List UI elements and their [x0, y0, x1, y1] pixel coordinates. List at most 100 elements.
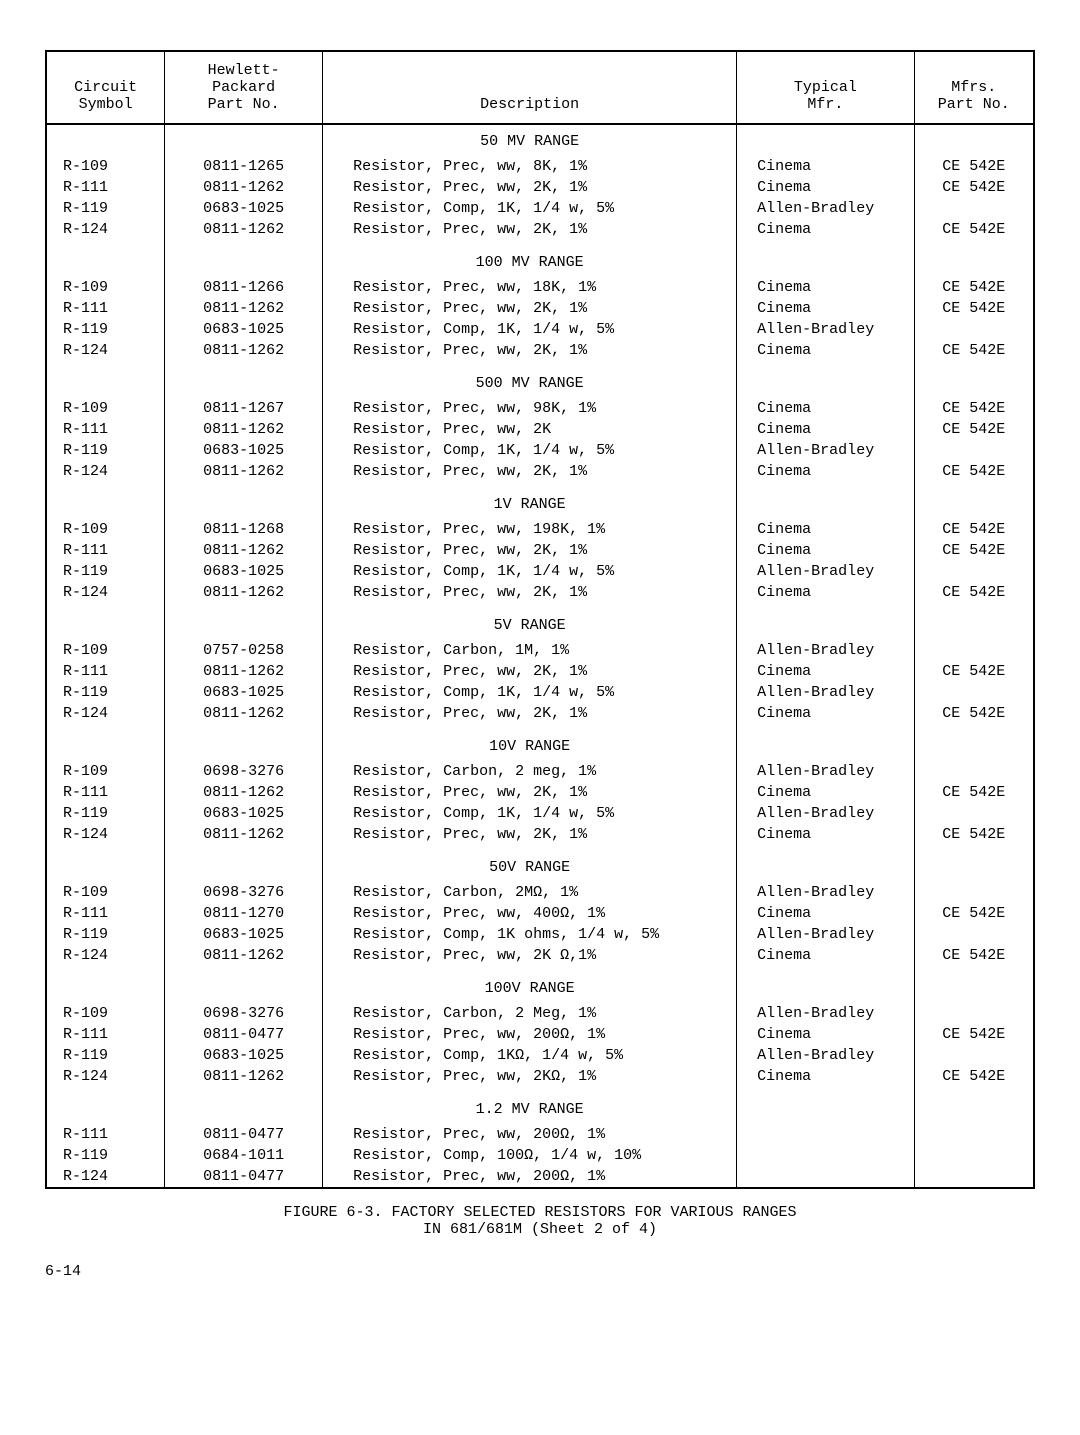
mfrpart-cell: CE 542E: [915, 298, 1033, 319]
part-cell: 0811-1262: [165, 419, 323, 440]
mfrpart-cell: [915, 882, 1033, 903]
table-row: R-1240811-1262Resistor, Prec, ww, 2K Ω,1…: [47, 945, 1033, 966]
header-text: Description: [331, 96, 728, 113]
circuit-cell: R-119: [47, 924, 165, 945]
circuit-cell: R-119: [47, 561, 165, 582]
desc-cell: Resistor, Prec, ww, 2K, 1%: [323, 824, 737, 845]
circuit-cell: R-109: [47, 882, 165, 903]
circuit-cell: R-124: [47, 1166, 165, 1187]
table-row: R-1110811-1262Resistor, Prec, ww, 2K, 1%…: [47, 177, 1033, 198]
circuit-cell: R-124: [47, 461, 165, 482]
table-row: R-1110811-1262Resistor, Prec, ww, 2K, 1%…: [47, 782, 1033, 803]
circuit-cell: R-111: [47, 1024, 165, 1045]
header-text: Part No.: [173, 96, 314, 113]
table-row: R-1090811-1266Resistor, Prec, ww, 18K, 1…: [47, 277, 1033, 298]
cell: [737, 488, 914, 519]
part-cell: 0811-1262: [165, 340, 323, 361]
section-heading-row: 100V RANGE: [47, 972, 1033, 1003]
part-cell: 0698-3276: [165, 882, 323, 903]
mfr-cell: Allen-Bradley: [737, 682, 914, 703]
mfr-cell: Cinema: [737, 1066, 914, 1087]
part-cell: 0683-1025: [165, 803, 323, 824]
mfrpart-cell: [915, 1124, 1033, 1145]
desc-cell: Resistor, Prec, ww, 2K, 1%: [323, 703, 737, 724]
mfrpart-cell: CE 542E: [915, 703, 1033, 724]
mfrpart-cell: [915, 640, 1033, 661]
cell: [47, 367, 165, 398]
part-cell: 0811-1270: [165, 903, 323, 924]
table-row: R-1090698-3276Resistor, Carbon, 2 Meg, 1…: [47, 1003, 1033, 1024]
desc-cell: Resistor, Prec, ww, 2K, 1%: [323, 661, 737, 682]
mfrpart-cell: CE 542E: [915, 540, 1033, 561]
desc-cell: Resistor, Prec, ww, 2K, 1%: [323, 461, 737, 482]
desc-cell: Resistor, Prec, ww, 200Ω, 1%: [323, 1166, 737, 1187]
circuit-cell: R-109: [47, 398, 165, 419]
circuit-cell: R-111: [47, 298, 165, 319]
mfr-cell: Cinema: [737, 419, 914, 440]
cell: [915, 125, 1033, 156]
circuit-cell: R-111: [47, 177, 165, 198]
table-row: R-1090811-1267Resistor, Prec, ww, 98K, 1…: [47, 398, 1033, 419]
circuit-cell: R-109: [47, 761, 165, 782]
table-row: R-1240811-0477Resistor, Prec, ww, 200Ω, …: [47, 1166, 1033, 1187]
mfrpart-cell: CE 542E: [915, 340, 1033, 361]
desc-cell: Resistor, Comp, 1K, 1/4 w, 5%: [323, 440, 737, 461]
header-circuit: Circuit Symbol: [47, 52, 165, 123]
part-cell: 0811-1262: [165, 703, 323, 724]
mfrpart-cell: CE 542E: [915, 277, 1033, 298]
part-cell: 0683-1025: [165, 1045, 323, 1066]
mfr-cell: Cinema: [737, 340, 914, 361]
mfrpart-cell: CE 542E: [915, 582, 1033, 603]
table-row: R-1090811-1265Resistor, Prec, ww, 8K, 1%…: [47, 156, 1033, 177]
circuit-cell: R-124: [47, 824, 165, 845]
mfrpart-cell: CE 542E: [915, 945, 1033, 966]
caption-line: FIGURE 6-3. FACTORY SELECTED RESISTORS F…: [45, 1204, 1035, 1221]
cell: [737, 972, 914, 1003]
mfrpart-cell: [915, 319, 1033, 340]
mfrpart-cell: CE 542E: [915, 903, 1033, 924]
cell: [915, 367, 1033, 398]
section-heading: 100 MV RANGE: [323, 246, 737, 277]
section-heading-row: 100 MV RANGE: [47, 246, 1033, 277]
table-row: R-1190683-1025Resistor, Comp, 1K, 1/4 w,…: [47, 682, 1033, 703]
desc-cell: Resistor, Comp, 1K, 1/4 w, 5%: [323, 319, 737, 340]
table-row: R-1190684-1011Resistor, Comp, 100Ω, 1/4 …: [47, 1145, 1033, 1166]
table-row: R-1110811-1262Resistor, Prec, ww, 2KCine…: [47, 419, 1033, 440]
part-cell: 0683-1025: [165, 561, 323, 582]
table-row: R-1190683-1025Resistor, Comp, 1K, 1/4 w,…: [47, 803, 1033, 824]
header-text: Symbol: [55, 96, 156, 113]
mfrpart-cell: CE 542E: [915, 1066, 1033, 1087]
desc-cell: Resistor, Prec, ww, 200Ω, 1%: [323, 1124, 737, 1145]
part-cell: 0683-1025: [165, 924, 323, 945]
mfrpart-cell: CE 542E: [915, 782, 1033, 803]
part-cell: 0811-1262: [165, 540, 323, 561]
circuit-cell: R-119: [47, 198, 165, 219]
desc-cell: Resistor, Comp, 1K, 1/4 w, 5%: [323, 561, 737, 582]
circuit-cell: R-111: [47, 540, 165, 561]
desc-cell: Resistor, Prec, ww, 8K, 1%: [323, 156, 737, 177]
part-cell: 0811-1265: [165, 156, 323, 177]
desc-cell: Resistor, Comp, 1KΩ, 1/4 w, 5%: [323, 1045, 737, 1066]
section-heading-row: 50V RANGE: [47, 851, 1033, 882]
mfrpart-cell: CE 542E: [915, 661, 1033, 682]
table-row: R-1190683-1025Resistor, Comp, 1K, 1/4 w,…: [47, 440, 1033, 461]
header-text: Part No.: [923, 96, 1025, 113]
part-cell: 0811-1266: [165, 277, 323, 298]
desc-cell: Resistor, Prec, ww, 2K Ω,1%: [323, 945, 737, 966]
circuit-cell: R-119: [47, 682, 165, 703]
mfrpart-cell: [915, 561, 1033, 582]
table-row: R-1240811-1262Resistor, Prec, ww, 2KΩ, 1…: [47, 1066, 1033, 1087]
mfrpart-cell: [915, 1003, 1033, 1024]
section-heading: 100V RANGE: [323, 972, 737, 1003]
table-row: R-1240811-1262Resistor, Prec, ww, 2K, 1%…: [47, 340, 1033, 361]
mfr-cell: Cinema: [737, 945, 914, 966]
table-row: R-1110811-0477Resistor, Prec, ww, 200Ω, …: [47, 1124, 1033, 1145]
table-row: R-1190683-1025Resistor, Comp, 1K, 1/4 w,…: [47, 319, 1033, 340]
section-heading-row: 10V RANGE: [47, 730, 1033, 761]
desc-cell: Resistor, Prec, ww, 18K, 1%: [323, 277, 737, 298]
mfr-cell: Cinema: [737, 540, 914, 561]
table-header-row: Circuit Symbol Hewlett- Packard Part No.…: [47, 52, 1033, 125]
desc-cell: Resistor, Prec, ww, 2K, 1%: [323, 340, 737, 361]
table-row: R-1090698-3276Resistor, Carbon, 2MΩ, 1%A…: [47, 882, 1033, 903]
table-row: R-1240811-1262Resistor, Prec, ww, 2K, 1%…: [47, 219, 1033, 240]
